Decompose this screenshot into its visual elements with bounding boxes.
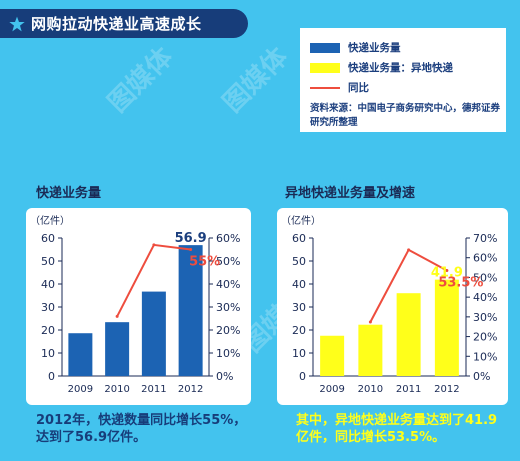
legend-swatch-line: [310, 86, 340, 89]
bar-value-label: 41.9: [431, 266, 463, 281]
y-tick-label: 10: [292, 347, 306, 360]
chart-title-left: 快递业务量: [36, 186, 102, 201]
y-tick-label: 40: [41, 278, 55, 291]
y-tick-label: 10: [41, 347, 55, 360]
chart-right: （亿件） 0 10 20 30 40 50 60 0% 10% 20% 30% 40% 50% 60% 70%…: [281, 214, 497, 395]
bar: [434, 279, 459, 376]
bar: [396, 293, 421, 376]
legend-label: 同比: [348, 82, 369, 94]
caption-right: 其中，异地快递业务量达到了41.9亿件，同比增长53.5%。: [296, 413, 498, 445]
caption-left: 2012年，快递数量同比增长55%，达到了56.9亿件。: [36, 413, 247, 445]
yoy-point: [445, 269, 449, 273]
legend-label: 快递业务量：异地快递: [348, 62, 453, 74]
yoy-point: [115, 314, 119, 318]
bar: [141, 291, 166, 376]
bar: [178, 245, 203, 376]
legend-label: 快递业务量: [348, 42, 401, 54]
y-tick-label: 50: [41, 255, 55, 268]
y2-tick-label: 40%: [216, 278, 240, 291]
y-tick-label: 30: [292, 301, 306, 314]
yoy-point: [407, 248, 411, 252]
bar: [105, 322, 130, 376]
x-tick-label: 2012: [178, 384, 203, 395]
legend-item-remote: 快递业务量：异地快递: [310, 60, 453, 75]
bar: [68, 333, 93, 376]
y2-tick-label: 50%: [216, 255, 240, 268]
y2-tick-label: 30%: [216, 301, 240, 314]
source-note: 资料来源：中国电子商务研究中心，德邦证券研究所整理: [310, 103, 501, 128]
chart-panel-left: （亿件） 0 10 20 30 40 50 60 0% 10% 20% 30% 40% 50% 60% 200…: [26, 208, 251, 405]
x-tick-label: 2010: [358, 384, 383, 395]
y2-tick-label: 40%: [473, 291, 497, 304]
y-tick-label: 60: [41, 232, 55, 245]
watermark-text: 图媒体: [217, 42, 294, 119]
chart-panel-right: （亿件） 0 10 20 30 40 50 60 0% 10% 20% 30% 40% 50% 60% 70%…: [277, 208, 508, 405]
y-tick-label: 20: [292, 324, 306, 337]
legend-item-express: 快递业务量: [310, 40, 401, 55]
bar: [320, 335, 345, 376]
y-tick-label: 50: [292, 255, 306, 268]
y-tick-label: 30: [41, 301, 55, 314]
page-title: 网购拉动快递业高速成长: [31, 15, 202, 33]
y-unit-label: （亿件）: [30, 214, 70, 227]
x-tick-label: 2011: [141, 384, 166, 395]
legend: 快递业务量 快递业务量：异地快递 同比 资料来源：中国电子商务研究中心，德邦证券…: [300, 28, 506, 132]
y-tick-label: 40: [292, 278, 306, 291]
yoy-value-label: 53.5%: [438, 276, 483, 291]
chart-title-right: 异地快递业务量及增速: [285, 186, 416, 201]
y2-tick-label: 20%: [473, 331, 497, 344]
x-tick-label: 2009: [68, 384, 93, 395]
yoy-point: [368, 320, 372, 324]
x-tick-label: 2009: [319, 384, 344, 395]
star-icon: [9, 16, 25, 31]
watermark-text: 图媒体: [102, 42, 179, 119]
y2-tick-label: 0%: [216, 370, 233, 383]
bar: [358, 324, 383, 376]
y2-tick-label: 60%: [473, 252, 497, 265]
y2-tick-label: 10%: [216, 347, 240, 360]
y-tick-label: 0: [48, 370, 55, 383]
bar-value-label: 56.9: [175, 231, 207, 246]
y2-tick-label: 0%: [473, 370, 490, 383]
y2-tick-label: 30%: [473, 311, 497, 324]
legend-item-yoy: 同比: [310, 80, 369, 95]
y2-tick-label: 50%: [473, 271, 497, 284]
header-banner: 网购拉动快递业高速成长: [0, 9, 248, 38]
y-tick-label: 60: [292, 232, 306, 245]
x-tick-label: 2011: [396, 384, 421, 395]
y-tick-label: 0: [299, 370, 306, 383]
yoy-point: [189, 248, 193, 251]
yoy-point: [152, 243, 156, 247]
y-unit-label: （亿件）: [281, 214, 321, 227]
x-tick-label: 2010: [104, 384, 129, 395]
yoy-value-label: 55%: [189, 255, 220, 270]
y2-tick-label: 70%: [473, 232, 497, 245]
legend-swatch-blue: [310, 42, 340, 53]
legend-swatch-yellow: [310, 62, 340, 73]
chart-left: （亿件） 0 10 20 30 40 50 60 0% 10% 20% 30% 40% 50% 60% 200…: [30, 214, 240, 395]
y2-tick-label: 10%: [473, 350, 497, 363]
x-tick-label: 2012: [434, 384, 459, 395]
y2-tick-label: 20%: [216, 324, 240, 337]
y-tick-label: 20: [41, 324, 55, 337]
y2-tick-label: 60%: [216, 232, 240, 245]
